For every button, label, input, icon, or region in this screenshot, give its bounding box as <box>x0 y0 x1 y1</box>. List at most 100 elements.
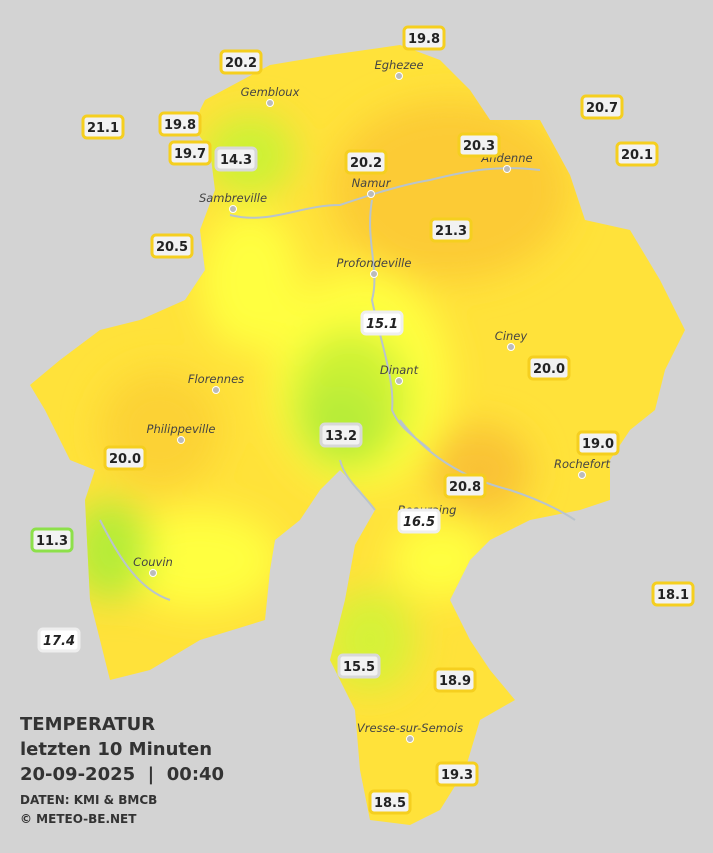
city-dot <box>395 72 403 80</box>
city-dot <box>406 735 414 743</box>
city-dot <box>507 343 515 351</box>
city-dot <box>370 270 378 278</box>
city-label: Profondeville <box>337 256 412 270</box>
city-label: Gembloux <box>241 85 300 99</box>
station-value: 15.5 <box>343 660 375 675</box>
station-box <box>30 527 74 553</box>
station-box <box>433 667 477 693</box>
title: TEMPERATUR <box>20 714 155 735</box>
station-value: 19.8 <box>408 32 440 47</box>
station: 17.4 <box>37 627 81 653</box>
station: 19.7 <box>168 140 212 166</box>
station-box <box>615 141 659 167</box>
station-value: 20.0 <box>533 362 565 377</box>
station: 20.0 <box>527 355 571 381</box>
station-value: 13.2 <box>325 429 357 444</box>
city-dot <box>229 205 237 213</box>
station: 21.3 <box>429 217 473 243</box>
station: 15.5 <box>337 653 381 679</box>
datetime: 20-09-2025 | 00:40 <box>20 764 224 785</box>
station-box <box>527 355 571 381</box>
station-box <box>435 761 479 787</box>
station: 18.9 <box>433 667 477 693</box>
station-value: 18.1 <box>657 588 689 603</box>
station-box <box>651 581 695 607</box>
copyright: © METEO-BE.NET <box>20 812 137 826</box>
station-box <box>81 114 125 140</box>
station: 19.3 <box>435 761 479 787</box>
station-value: 16.5 <box>403 515 435 530</box>
city-label: Florennes <box>188 372 244 386</box>
city-dot <box>367 190 375 198</box>
station-value: 20.3 <box>463 139 495 154</box>
station: 16.5 <box>397 508 441 534</box>
station-value: 20.2 <box>225 56 257 71</box>
station-value: 20.5 <box>156 240 188 255</box>
station-value: 20.0 <box>109 452 141 467</box>
station: 18.5 <box>368 789 412 815</box>
city-dot <box>149 569 157 577</box>
city-label: Eghezee <box>374 58 423 72</box>
city-dot <box>503 165 511 173</box>
station-value: 18.5 <box>374 796 406 811</box>
city-dot <box>395 377 403 385</box>
station: 20.5 <box>150 233 194 259</box>
station-box <box>429 217 473 243</box>
station-box <box>443 473 487 499</box>
station-box <box>150 233 194 259</box>
station-box <box>219 49 263 75</box>
source: DATEN: KMI & BMCB <box>20 793 157 807</box>
station-box <box>576 430 620 456</box>
subtitle: letzten 10 Minuten <box>20 739 212 760</box>
station-value: 19.0 <box>582 437 614 452</box>
station-box <box>214 146 258 172</box>
station: 19.0 <box>576 430 620 456</box>
station: 19.8 <box>158 111 202 137</box>
station-box <box>360 310 404 336</box>
station: 20.7 <box>580 94 624 120</box>
station: 20.8 <box>443 473 487 499</box>
city-dot <box>578 471 586 479</box>
station-value: 19.3 <box>441 768 473 783</box>
station-box <box>337 653 381 679</box>
city-label: Philippeville <box>147 422 216 436</box>
rivers <box>99 167 576 601</box>
station-box <box>457 132 501 158</box>
station: 14.3 <box>214 146 258 172</box>
station: 20.0 <box>103 445 147 471</box>
station-value: 20.8 <box>449 480 481 495</box>
station-box <box>168 140 212 166</box>
station-box <box>319 422 363 448</box>
station-box <box>368 789 412 815</box>
station-value: 20.7 <box>586 101 618 116</box>
labels: EghezeeGemblouxAndenneNamurSambrevillePr… <box>30 25 695 815</box>
city-dot <box>266 99 274 107</box>
station-box <box>580 94 624 120</box>
station: 11.3 <box>30 527 74 553</box>
city-label: Vresse-sur-Semois <box>357 721 463 735</box>
city-label: Namur <box>352 176 392 190</box>
station-value: 15.1 <box>366 317 398 332</box>
station: 20.2 <box>344 149 388 175</box>
station: 20.1 <box>615 141 659 167</box>
station-box <box>397 508 441 534</box>
city-dot <box>177 436 185 444</box>
station-value: 21.3 <box>435 224 467 239</box>
station: 15.1 <box>360 310 404 336</box>
station-value: 20.1 <box>621 148 653 163</box>
station-value: 17.4 <box>43 634 75 649</box>
city-label: Ciney <box>495 329 528 343</box>
station-box <box>344 149 388 175</box>
station: 20.3 <box>457 132 501 158</box>
station-value: 14.3 <box>220 153 252 168</box>
city-label: Sambreville <box>199 191 267 205</box>
city-dot <box>212 386 220 394</box>
city-label: Dinant <box>380 363 419 377</box>
station: 18.1 <box>651 581 695 607</box>
station-value: 19.8 <box>164 118 196 133</box>
station-value: 18.9 <box>439 674 471 689</box>
station: 13.2 <box>319 422 363 448</box>
station-box <box>158 111 202 137</box>
